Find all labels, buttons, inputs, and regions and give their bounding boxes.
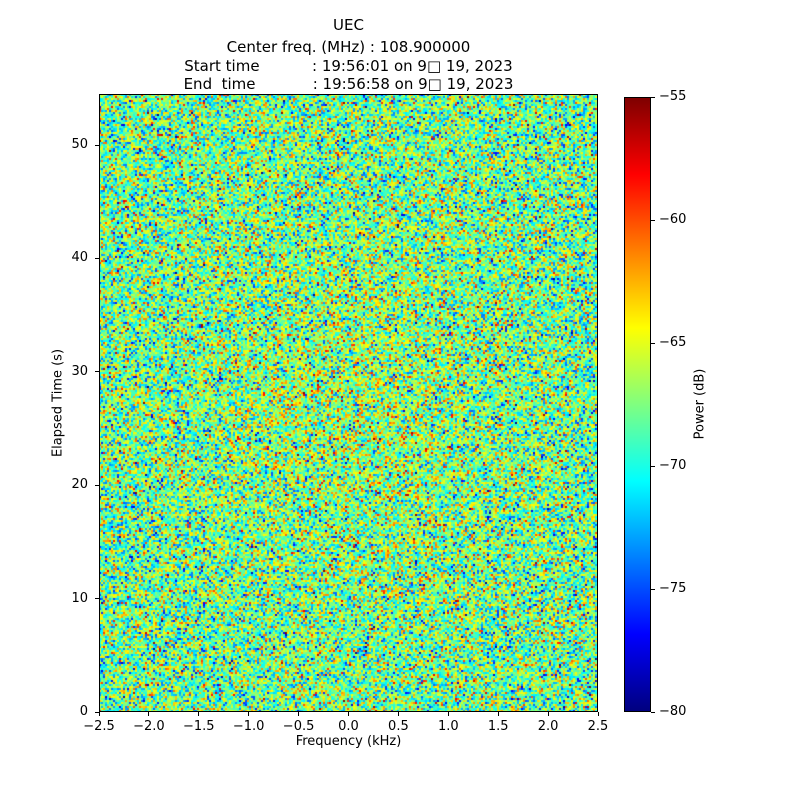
colorbar-label: Power (dB) bbox=[692, 368, 708, 440]
x-tick-mark bbox=[547, 712, 549, 716]
colorbar-tick-mark bbox=[651, 96, 655, 98]
end-time-line: End time : 19:56:58 on 9□ 19, 2023 bbox=[183, 75, 514, 93]
x-tick-mark bbox=[397, 712, 399, 716]
x-tick-mark bbox=[298, 712, 300, 716]
x-tick-mark bbox=[98, 712, 100, 716]
colorbar-tick-mark bbox=[651, 465, 655, 467]
y-tick-mark bbox=[95, 371, 99, 373]
y-tick-label: 40 bbox=[71, 250, 88, 266]
x-tick-label: 1.0 bbox=[437, 719, 459, 734]
x-tick-label: −0.5 bbox=[282, 719, 315, 734]
y-tick-label: 0 bbox=[79, 704, 88, 719]
x-tick-label: −1.0 bbox=[232, 719, 265, 734]
x-axis-label: Frequency (kHz) bbox=[295, 734, 402, 749]
x-tick-mark bbox=[447, 712, 449, 716]
x-tick-label: 1.5 bbox=[487, 719, 509, 734]
colorbar-tick-mark bbox=[651, 219, 655, 221]
start-time-line: Start time : 19:56:01 on 9□ 19, 2023 bbox=[184, 57, 513, 75]
x-tick-mark bbox=[348, 712, 349, 716]
x-tick-mark bbox=[497, 712, 499, 716]
x-tick-mark bbox=[198, 712, 200, 716]
colorbar-gradient bbox=[624, 97, 651, 712]
colorbar-tick-label: −75 bbox=[659, 581, 687, 596]
x-tick-label: −2.0 bbox=[133, 719, 165, 734]
y-tick-label: 50 bbox=[71, 137, 88, 153]
y-axis-label: Elapsed Time (s) bbox=[50, 348, 66, 458]
y-tick-mark bbox=[95, 598, 99, 600]
x-tick-label: −1.5 bbox=[183, 719, 215, 734]
x-tick-mark bbox=[148, 712, 150, 716]
x-tick-label: −2.5 bbox=[83, 719, 115, 734]
colorbar-tick-label: −60 bbox=[659, 212, 687, 227]
y-tick-mark bbox=[95, 484, 99, 486]
y-tick-mark bbox=[95, 711, 99, 713]
y-tick-label: 30 bbox=[71, 363, 88, 379]
spectrogram-heatmap bbox=[99, 94, 598, 712]
x-tick-label: 2.5 bbox=[587, 719, 609, 734]
colorbar-tick-mark bbox=[651, 588, 655, 590]
x-tick-mark bbox=[597, 712, 599, 716]
y-tick-mark bbox=[95, 144, 99, 146]
y-tick-label: 10 bbox=[71, 590, 88, 606]
colorbar-tick-mark bbox=[651, 342, 655, 344]
colorbar-tick-label: −55 bbox=[659, 89, 687, 104]
y-tick-label: 20 bbox=[71, 477, 88, 493]
x-tick-mark bbox=[248, 712, 250, 716]
y-tick-mark bbox=[95, 257, 99, 259]
colorbar-tick-label: −70 bbox=[659, 458, 687, 473]
colorbar-tick-mark bbox=[651, 711, 655, 713]
x-tick-label: 0.5 bbox=[388, 719, 409, 734]
center-freq-line: Center freq. (MHz) : 108.900000 bbox=[226, 38, 471, 56]
x-tick-label: 2.0 bbox=[537, 719, 559, 734]
colorbar-tick-label: −65 bbox=[659, 335, 687, 350]
x-tick-label: 0.0 bbox=[338, 719, 359, 734]
colorbar-tick-label: −80 bbox=[659, 704, 687, 719]
chart-title: UEC bbox=[333, 16, 364, 34]
